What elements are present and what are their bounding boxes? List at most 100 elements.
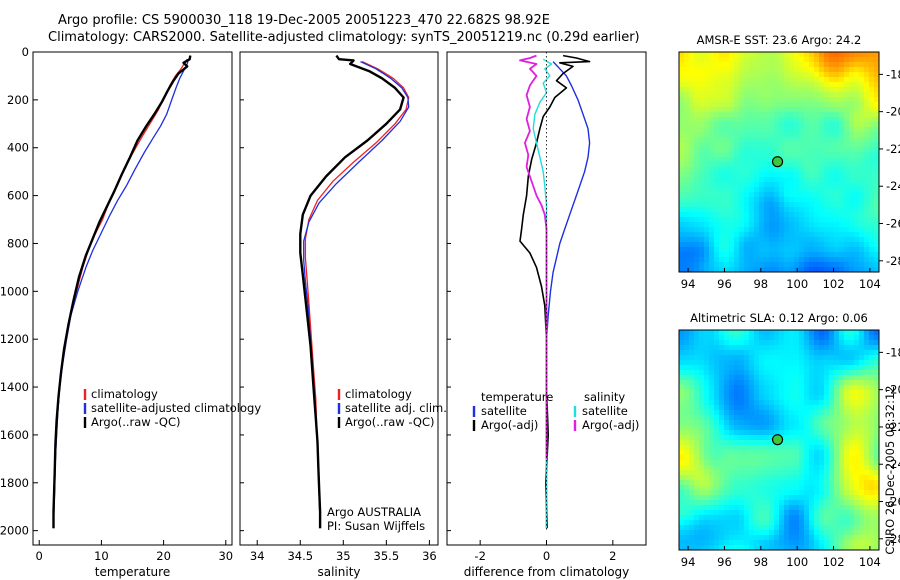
heatmap-cell <box>724 67 730 73</box>
heatmap-cell <box>809 242 815 248</box>
heatmap-cell <box>874 375 880 381</box>
heatmap-cell <box>699 217 705 223</box>
heatmap-cell <box>724 172 730 178</box>
heatmap-cell <box>714 425 720 431</box>
heatmap-cell <box>734 177 740 183</box>
heatmap-cell <box>744 395 750 401</box>
heatmap-cell <box>844 495 850 501</box>
heatmap-cell <box>774 132 780 138</box>
heatmap-cell <box>854 515 860 521</box>
heatmap-cell <box>789 162 795 168</box>
heatmap-cell <box>854 405 860 411</box>
heatmap-cell <box>704 267 710 273</box>
heatmap-cell <box>754 330 760 336</box>
heatmap-cell <box>869 390 875 396</box>
heatmap-cell <box>814 435 820 441</box>
heatmap-cell <box>809 177 815 183</box>
heatmap-cell <box>714 152 720 158</box>
heatmap-cell <box>739 500 745 506</box>
heatmap-cell <box>854 490 860 496</box>
heatmap-cell <box>769 177 775 183</box>
heatmap-cell <box>814 112 820 118</box>
heatmap-cell <box>849 147 855 153</box>
heatmap-cell <box>774 62 780 68</box>
heatmap-cell <box>809 350 815 356</box>
heatmap-cell <box>844 152 850 158</box>
heatmap-cell <box>789 535 795 541</box>
heatmap-cell <box>684 97 690 103</box>
heatmap-cell <box>794 62 800 68</box>
heatmap-cell <box>694 355 700 361</box>
heatmap-cell <box>734 197 740 203</box>
heatmap-cell <box>794 232 800 238</box>
heatmap-cell <box>699 87 705 93</box>
heatmap-cell <box>679 107 685 113</box>
heatmap-cell <box>829 202 835 208</box>
heatmap-cell <box>739 222 745 228</box>
heatmap-cell <box>719 142 725 148</box>
heatmap-cell <box>819 465 825 471</box>
heatmap-cell <box>864 197 870 203</box>
heatmap-cell <box>719 345 725 351</box>
heatmap-cell <box>689 82 695 88</box>
sla_map-frame <box>678 329 880 551</box>
heatmap-cell <box>714 465 720 471</box>
heatmap-cell <box>859 197 865 203</box>
heatmap-cell <box>779 167 785 173</box>
heatmap-cell <box>874 500 880 506</box>
heatmap-cell <box>744 360 750 366</box>
heatmap-cell <box>714 172 720 178</box>
heatmap-cell <box>794 102 800 108</box>
heatmap-cell <box>754 262 760 268</box>
heatmap-cell <box>824 330 830 336</box>
heatmap-cell <box>684 530 690 536</box>
heatmap-cell <box>689 430 695 436</box>
heatmap-cell <box>864 242 870 248</box>
heatmap-cell <box>694 545 700 551</box>
heatmap-cell <box>734 540 740 546</box>
heatmap-cell <box>814 237 820 243</box>
heatmap-cell <box>699 242 705 248</box>
heatmap-cell <box>769 350 775 356</box>
heatmap-cell <box>699 390 705 396</box>
series-line-climatology <box>52 58 188 529</box>
heatmap-cell <box>809 142 815 148</box>
heatmap-cell <box>824 52 830 58</box>
heatmap-cell <box>849 405 855 411</box>
heatmap-cell <box>719 157 725 163</box>
heatmap-cell <box>769 365 775 371</box>
heatmap-cell <box>859 77 865 83</box>
salinity-xtick-label: 35.5 <box>374 549 400 563</box>
heatmap-cell <box>794 227 800 233</box>
heatmap-cell <box>829 127 835 133</box>
heatmap-cell <box>804 335 810 341</box>
heatmap-cell <box>749 52 755 58</box>
heatmap-cell <box>834 132 840 138</box>
heatmap-cell <box>714 495 720 501</box>
heatmap-cell <box>809 62 815 68</box>
heatmap-cell <box>799 425 805 431</box>
heatmap-cell <box>804 192 810 198</box>
heatmap-cell <box>834 365 840 371</box>
heatmap-cell <box>829 470 835 476</box>
heatmap-cell <box>719 385 725 391</box>
heatmap-cell <box>689 330 695 336</box>
heatmap-cell <box>834 420 840 426</box>
heatmap-cell <box>739 257 745 263</box>
heatmap-cell <box>804 267 810 273</box>
heatmap-cell <box>864 385 870 391</box>
heatmap-cell <box>829 435 835 441</box>
heatmap-cell <box>729 455 735 461</box>
heatmap-cell <box>744 480 750 486</box>
heatmap-cell <box>839 415 845 421</box>
heatmap-cell <box>704 227 710 233</box>
heatmap-cell <box>844 127 850 133</box>
heatmap-cell <box>704 167 710 173</box>
heatmap-cell <box>774 345 780 351</box>
heatmap-cell <box>869 540 875 546</box>
heatmap-cell <box>734 57 740 63</box>
heatmap-cell <box>859 370 865 376</box>
heatmap-cell <box>724 182 730 188</box>
heatmap-cell <box>694 365 700 371</box>
heatmap-cell <box>724 330 730 336</box>
